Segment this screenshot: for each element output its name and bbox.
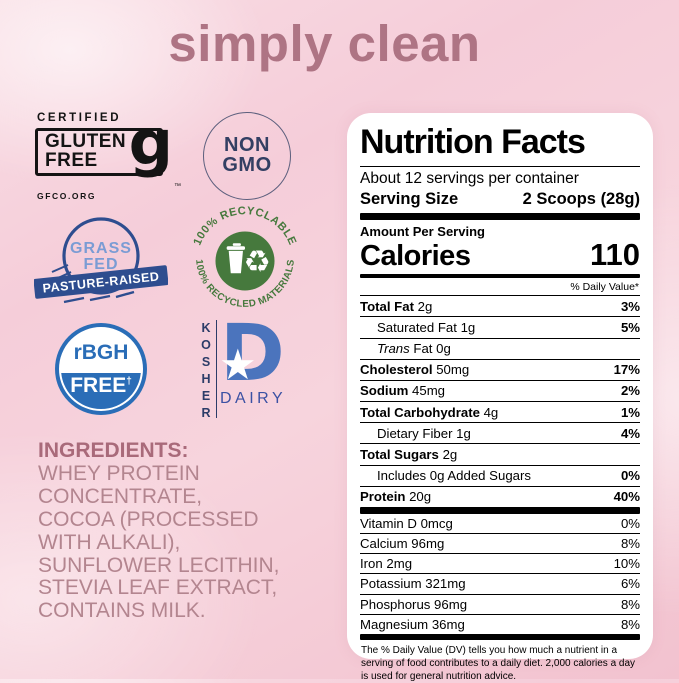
gluten-free-line1: GLUTEN (45, 131, 127, 152)
non-gmo-badge: NON GMO (203, 112, 291, 200)
grass-fed-line1: GRASS (70, 240, 132, 257)
nutrient-row: Dietary Fiber 1g 4% (360, 422, 640, 443)
nutrient-row: Trans Fat 0g (360, 337, 640, 359)
nutrient-row: Magnesium 36mg 8% (360, 613, 640, 634)
ingredients-line: CONTAINS MILK. (38, 599, 206, 623)
servings-per-container: About 12 servings per container (360, 169, 579, 187)
nutrient-row: Total Sugars 2g (360, 443, 640, 464)
nutrient-row: Total Fat 2g 3% (360, 295, 640, 316)
nutrient-row: Calcium 96mg 8% (360, 533, 640, 553)
divider-thick (360, 506, 640, 514)
calories-row: Calories 110 (360, 236, 640, 275)
gfco-org-label: GFCO.ORG (37, 191, 97, 201)
ingredients-block: INGREDIENTS: WHEY PROTEIN CONCENTRATE, COC… (38, 439, 338, 623)
grass-fed-line2: FED (84, 256, 119, 273)
nutrient-row: Total Carbohydrate 4g 1% (360, 401, 640, 422)
daily-value-header: % Daily Value* (570, 281, 639, 294)
grass-fed-icon: GRASS FED PASTURE-RAISED (33, 217, 169, 304)
recycle-arrows-icon: ♻ (244, 245, 271, 280)
gluten-free-box: GLUTEN FREE g ™ (35, 112, 185, 190)
ingredients-line: STEVIA LEAF EXTRACT, (38, 576, 278, 600)
non-gmo-line1: NON (224, 134, 270, 157)
nutrient-row: Includes 0g Added Sugars 0% (360, 464, 640, 486)
ingredients-line: COCOA (PROCESSED (38, 507, 259, 531)
ingredients-heading: INGREDIENTS: (38, 439, 189, 462)
kosher-vertical-label: KOSHER (199, 320, 217, 423)
serving-size-value: 2 Scoops (28g) (522, 189, 640, 208)
kosher-d-icon: D (220, 309, 285, 399)
nutrient-row: Saturated Fat 1g 5% (360, 316, 640, 337)
calories-value: 110 (589, 236, 640, 272)
ingredients-line: SUNFLOWER LECITHIN, (38, 553, 280, 577)
nutrient-row: Vitamin D 0mcg 0% (360, 515, 640, 531)
gluten-free-badge: CERTIFIED GLUTEN FREE g ™ GFCO.ORG (35, 112, 185, 201)
ingredients-line: CONCENTRATE, (38, 484, 203, 508)
kosher-dairy-badge: KOSHER D ★ DAIRY (199, 309, 287, 423)
non-gmo-line2: GMO (222, 154, 272, 176)
nutrient-row: Sodium 45mg 2% (360, 379, 640, 401)
trademark-symbol: ™ (174, 183, 181, 190)
brand-title: simply clean (168, 15, 481, 72)
recyclable-badge: ♻ 100% RECYCLABLE 100% RECYCLED MATERIAL… (189, 203, 301, 322)
star-icon: ★ (219, 340, 257, 389)
nutrition-facts-panel: Nutrition Facts About 12 servings per co… (347, 113, 653, 682)
nutrient-row: Protein 20g 40% (360, 485, 640, 507)
gluten-free-line2: FREE (45, 149, 98, 171)
rbgh-label: rBGH (73, 340, 129, 364)
nutrient-row: Phosphorus 96mg 8% (360, 593, 640, 614)
nutrient-rows: Total Fat 2g 3% Saturated Fat 1g 5% Trans Fa… (360, 295, 640, 507)
mineral-rows: Vitamin D 0mcg 0% Calcium 96mg 8% Iron 2mg 10… (360, 514, 640, 634)
divider-thick (360, 212, 640, 220)
calories-label: Calories (360, 239, 471, 272)
nutrient-row: Cholesterol 50mg 17% (360, 358, 640, 380)
serving-size-label: Serving Size (360, 189, 459, 208)
rbgh-free-badge: rBGH FREE † (55, 323, 147, 415)
grass-fed-badge: GRASS FED PASTURE-RAISED (33, 212, 169, 317)
dairy-label: DAIRY (220, 389, 287, 407)
nutrition-facts-title: Nutrition Facts (360, 124, 640, 167)
ingredients-lines: WHEY PROTEIN CONCENTRATE, COCOA (PROCESSED… (38, 461, 338, 623)
divider-bottom (360, 633, 640, 640)
nutrient-row: Iron 2mg 10% (360, 553, 640, 573)
amount-per-serving-label: Amount Per Serving (360, 223, 485, 239)
ingredients-line: WITH ALKALI), (38, 530, 181, 554)
nutrient-row: Potassium 321mg 6% (360, 573, 640, 593)
serving-size-row: Serving Size 2 Scoops (28g) (360, 189, 640, 213)
gluten-free-certified-label: CERTIFIED (37, 112, 122, 124)
dagger-symbol: † (126, 375, 132, 387)
ingredients-line: WHEY PROTEIN (38, 461, 200, 485)
rbgh-free-label: FREE † (61, 372, 141, 409)
recycle-icon: ♻ 100% RECYCLABLE 100% RECYCLED MATERIAL… (192, 205, 298, 310)
gfco-g-icon: g (128, 106, 173, 179)
divider-medium (360, 274, 640, 279)
daily-value-footnote: The % Daily Value (DV) tells you how muc… (361, 644, 636, 682)
